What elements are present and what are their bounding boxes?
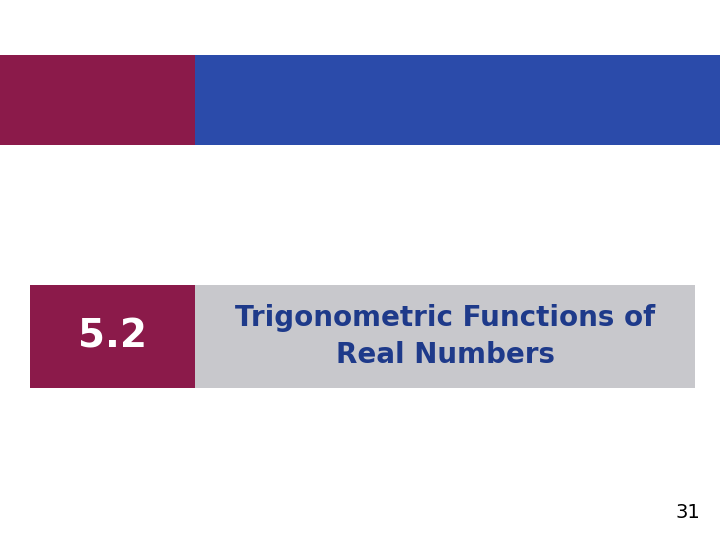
Bar (0, 55, 195, 145)
Bar (195, 55, 720, 145)
Bar (30, 285, 195, 388)
Text: 5.2: 5.2 (78, 318, 147, 355)
Text: 31: 31 (675, 503, 700, 522)
Bar (195, 285, 695, 388)
Text: Trigonometric Functions of
Real Numbers: Trigonometric Functions of Real Numbers (235, 304, 655, 369)
